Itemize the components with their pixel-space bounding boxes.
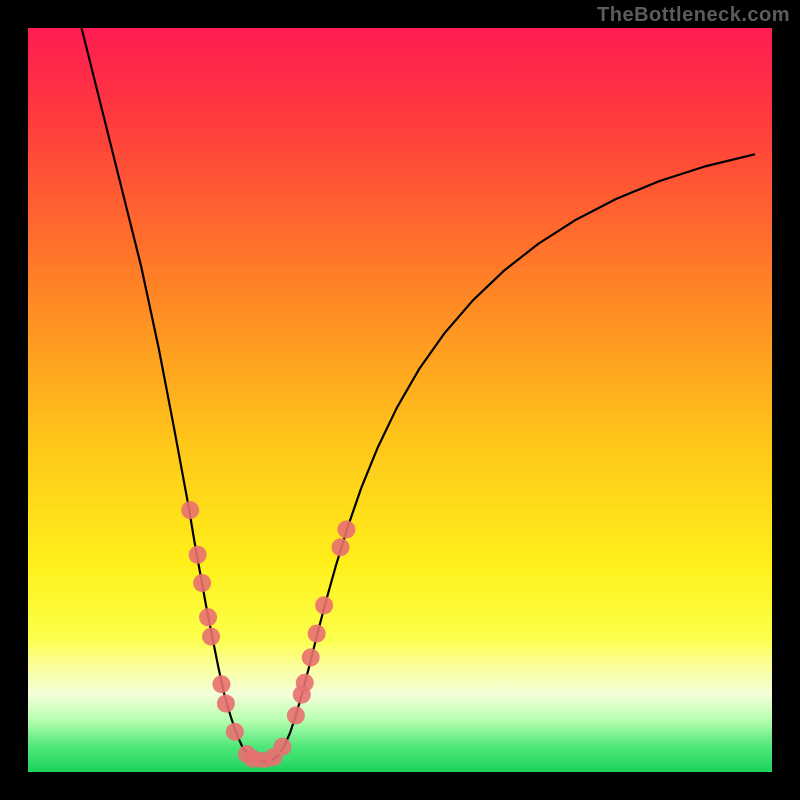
chart-plot xyxy=(0,0,800,800)
chart-frame: TheBottleneck.com xyxy=(0,0,800,800)
watermark-text: TheBottleneck.com xyxy=(597,4,790,27)
